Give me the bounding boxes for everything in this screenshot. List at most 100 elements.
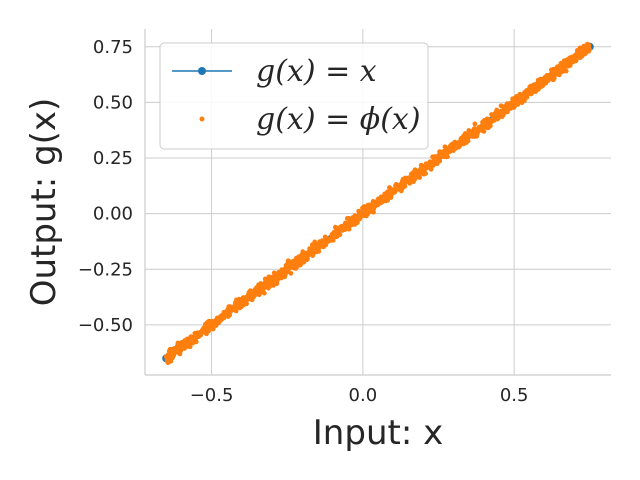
series-phi-point xyxy=(437,149,442,155)
series-phi-point xyxy=(418,162,424,168)
series-phi-point xyxy=(452,139,458,145)
series-phi-point xyxy=(247,292,252,298)
series-phi-point xyxy=(546,74,552,80)
series-phi-point xyxy=(194,334,200,339)
series-layer xyxy=(162,41,594,366)
series-phi-point xyxy=(244,301,249,307)
series-phi-point xyxy=(567,61,573,67)
series-phi-point xyxy=(182,341,188,347)
series-phi-point xyxy=(323,242,329,248)
legend-line-marker xyxy=(198,67,206,75)
series-phi-point xyxy=(451,148,456,153)
series-phi-point xyxy=(253,285,259,291)
series-phi-point xyxy=(481,121,486,127)
series-phi-point xyxy=(509,101,515,107)
series-phi-point xyxy=(258,282,263,287)
y-tick-label: 0.75 xyxy=(93,37,133,58)
series-phi-point xyxy=(468,132,474,138)
series-phi-point xyxy=(347,220,352,226)
series-phi-point xyxy=(237,305,243,311)
series-phi-point xyxy=(484,116,490,122)
series-phi-point xyxy=(478,127,484,133)
series-phi-point xyxy=(166,354,172,360)
series-phi-point xyxy=(365,211,370,217)
series-phi-point xyxy=(282,272,288,278)
series-phi-point xyxy=(182,338,188,343)
series-phi-point xyxy=(463,140,469,146)
series-phi-point xyxy=(320,238,326,244)
y-tick-label: −0.50 xyxy=(78,315,133,336)
series-phi-point xyxy=(234,301,240,306)
series-phi-point xyxy=(402,183,408,189)
series-phi-point xyxy=(554,67,560,73)
series-phi-point xyxy=(442,144,448,150)
series-phi-point xyxy=(330,236,336,242)
series-phi-point xyxy=(265,278,271,284)
series-phi-point xyxy=(490,112,495,118)
series-phi-point xyxy=(493,109,499,115)
series-phi-point xyxy=(356,209,362,215)
series-phi-point xyxy=(273,278,279,284)
series-phi-point xyxy=(313,249,319,254)
series-phi-point xyxy=(471,129,477,135)
series-phi-point xyxy=(443,152,449,158)
series-phi-point xyxy=(338,227,344,232)
series-phi-point xyxy=(311,244,317,249)
series-phi-point xyxy=(418,169,424,175)
series-phi-point xyxy=(285,258,291,264)
series-phi-point xyxy=(495,116,501,121)
series-phi-point xyxy=(295,258,301,264)
ticks-layer: −0.5 0.0 0.5 −0.50 −0.25 0.00 0.25 0.50 0.75 xyxy=(78,37,529,406)
series-phi-point xyxy=(560,68,566,74)
series-phi-point xyxy=(465,135,471,141)
series-phi-point xyxy=(555,64,560,70)
series-phi-point xyxy=(402,175,408,181)
series-phi-point xyxy=(436,154,442,160)
series-phi-point xyxy=(530,86,535,92)
series-phi-point xyxy=(514,94,519,99)
series-phi-point xyxy=(168,358,174,364)
series-phi-point xyxy=(301,254,307,260)
series-phi-point xyxy=(293,262,299,268)
series-phi-point xyxy=(424,165,430,171)
series-phi-point xyxy=(189,339,195,344)
series-phi-point xyxy=(406,178,412,184)
series-phi-point xyxy=(434,158,440,164)
series-phi-point xyxy=(558,60,564,66)
series-phi-point xyxy=(535,77,541,83)
series-phi-point xyxy=(364,205,370,211)
y-tick-label: −0.25 xyxy=(78,259,133,280)
series-phi-point xyxy=(204,331,209,337)
y-tick-label: 0.25 xyxy=(93,148,133,169)
series-phi-point xyxy=(562,60,567,66)
series-phi-point xyxy=(287,265,293,270)
series-phi-point xyxy=(519,100,525,106)
series-phi-point xyxy=(500,112,506,118)
series-phi-point xyxy=(355,216,361,222)
series-phi-point xyxy=(453,143,459,149)
series-phi-point xyxy=(326,238,332,244)
series-phi-point xyxy=(225,314,231,319)
series-phi-point xyxy=(291,258,296,264)
legend-dot-swatch xyxy=(199,116,205,122)
series-phi-point xyxy=(472,121,478,127)
series-phi-point xyxy=(178,342,184,348)
series-phi-point xyxy=(505,109,510,115)
series-phi-point xyxy=(332,224,338,230)
series-phi-point xyxy=(352,222,358,227)
series-phi-point xyxy=(577,55,583,61)
series-phi-point xyxy=(194,330,200,336)
series-phi-point xyxy=(517,91,523,97)
series-phi-point xyxy=(228,308,234,313)
series-phi-point xyxy=(261,285,267,291)
series-phi-point xyxy=(485,125,491,131)
series-phi-point xyxy=(387,192,392,198)
series-phi-point xyxy=(582,46,588,52)
y-tick-label: 0.50 xyxy=(93,92,133,113)
series-phi-point xyxy=(201,325,207,331)
series-phi-point xyxy=(370,207,376,213)
series-phi-point xyxy=(532,82,537,88)
series-phi-point xyxy=(522,91,527,97)
series-phi-point xyxy=(385,197,391,203)
legend-label-phi: g(x) = ϕ(x) xyxy=(256,102,421,137)
